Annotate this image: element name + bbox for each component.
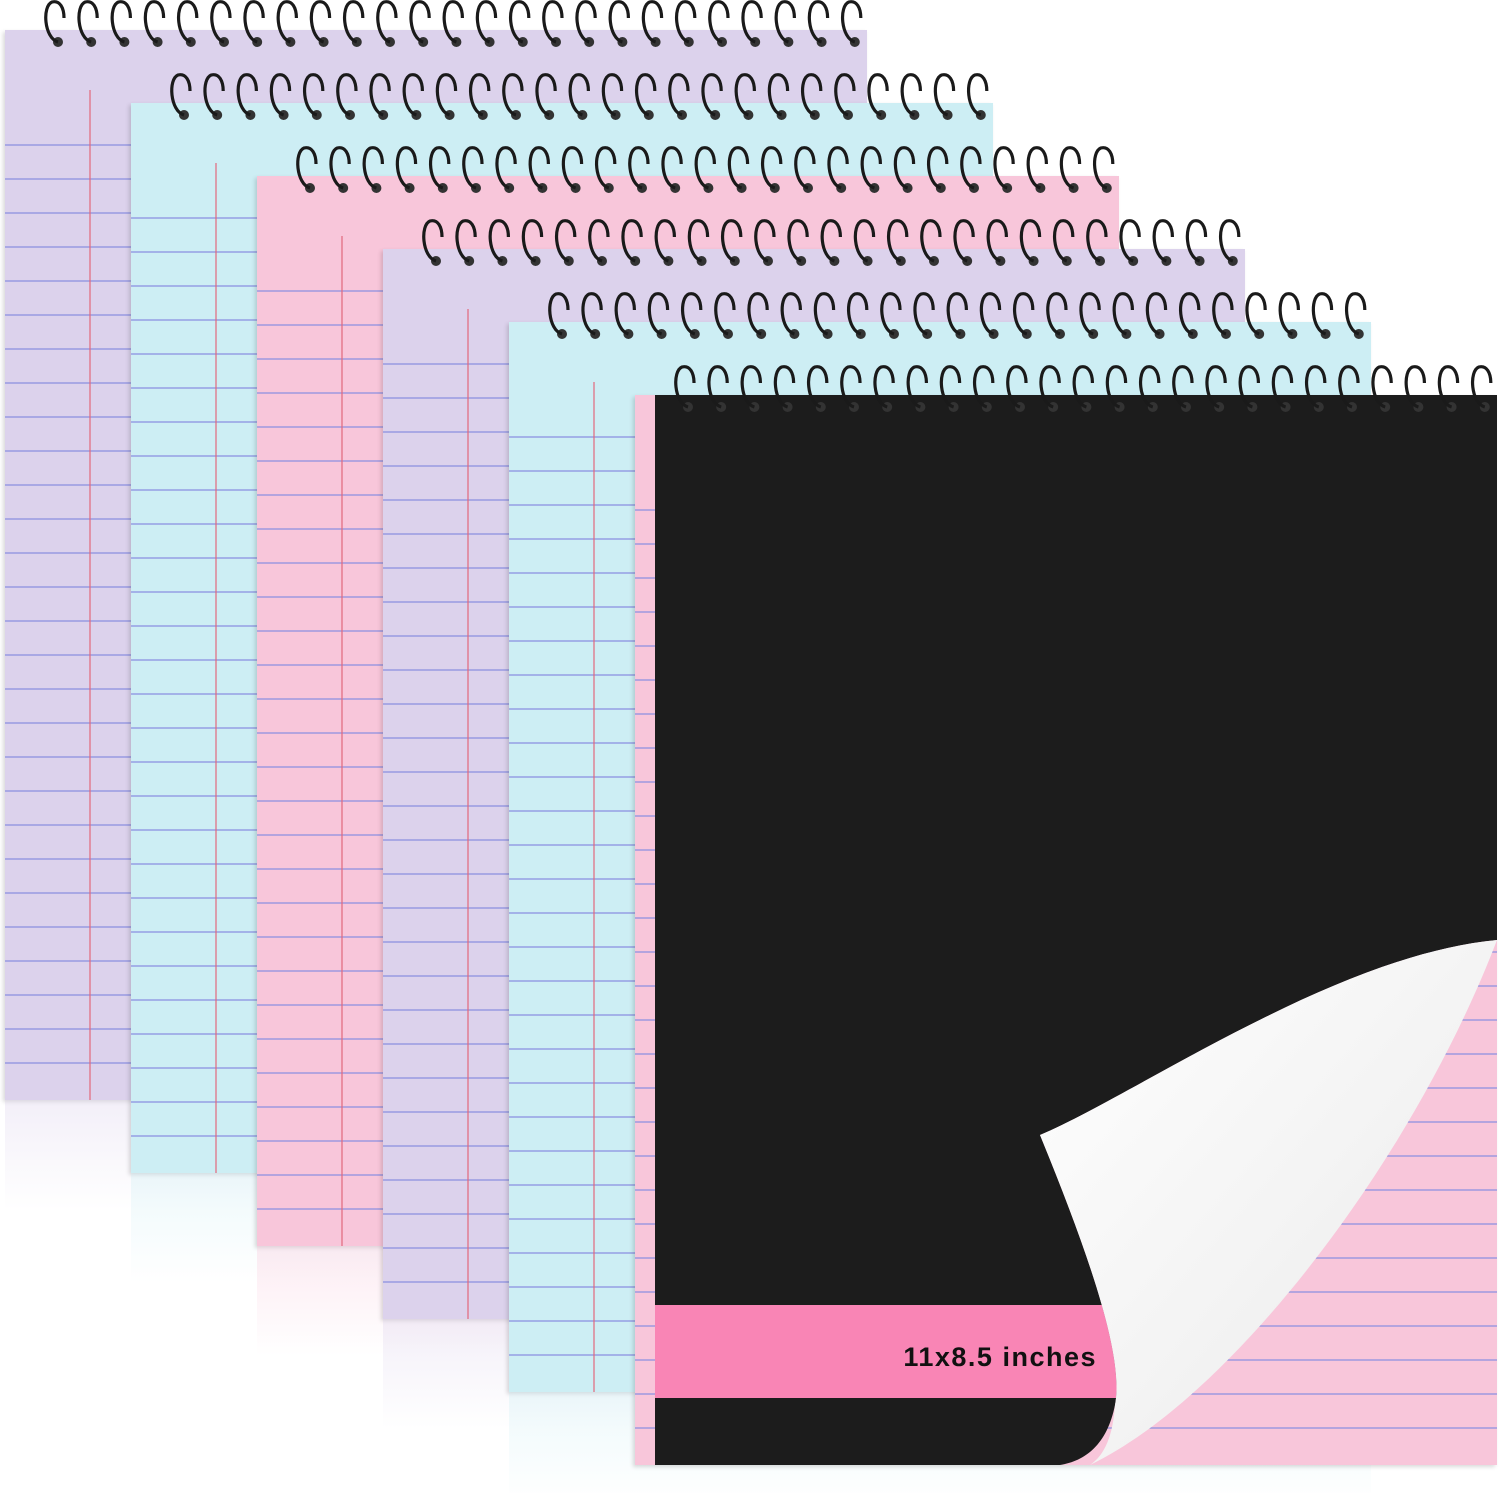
- cover: [655, 395, 1497, 1465]
- spiral-binding: [548, 292, 1367, 339]
- page-curl: [1040, 940, 1497, 1465]
- notepad-pink: 11x8.5 inches: [635, 365, 1497, 1465]
- front-cover: [655, 395, 1497, 1465]
- size-label: 11x8.5 inches: [903, 1342, 1097, 1372]
- spiral-binding: [674, 365, 1493, 412]
- spiral-binding: [296, 146, 1115, 193]
- spiral-binding: [44, 0, 863, 47]
- spiral-binding: [170, 73, 989, 120]
- spiral-binding: [422, 219, 1241, 266]
